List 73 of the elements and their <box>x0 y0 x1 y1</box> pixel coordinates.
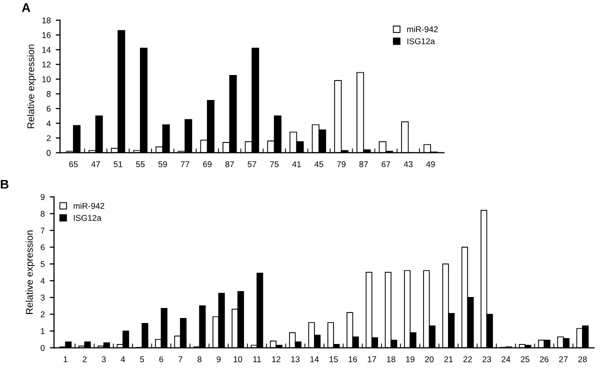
x-tick-label: 47 <box>91 161 100 168</box>
y-tick-label: 18 <box>42 17 51 24</box>
x-tick-label: 79 <box>337 161 346 168</box>
y-tick-label: 10 <box>42 76 51 82</box>
x-tick-label: 77 <box>180 161 190 168</box>
x-tick-label: 24 <box>502 356 510 362</box>
x-tick-label: 69 <box>203 161 212 168</box>
x-tick-label: 49 <box>426 161 435 168</box>
x-tick-label: 21 <box>444 356 453 362</box>
x-tick-label: 11 <box>253 356 261 362</box>
legend-label: ISG12a <box>74 214 102 221</box>
x-tick-label: 55 <box>136 161 145 168</box>
y-tick-label: 1 <box>40 328 45 334</box>
x-tick-label: 16 <box>348 356 357 362</box>
x-tick-label: 4 <box>120 356 126 362</box>
y-axis-title: Relative expression <box>26 230 35 314</box>
x-tick-label: 23 <box>482 356 492 362</box>
legend-label: ISG12a <box>407 38 435 44</box>
x-tick-label: 87 <box>225 161 234 168</box>
x-tick-label: 45 <box>314 161 324 168</box>
y-tick-label: 3 <box>40 294 45 301</box>
x-tick-label: 22 <box>463 356 472 362</box>
x-tick-label: 12 <box>272 356 280 362</box>
y-tick-label: 2 <box>40 311 45 318</box>
x-tick-label: 5 <box>140 356 144 362</box>
x-tick-label: 9 <box>216 356 221 362</box>
x-tick-label: 59 <box>158 161 167 168</box>
y-tick-label: 8 <box>46 91 51 97</box>
y-tick-label: 2 <box>46 135 51 142</box>
y-tick-label: 7 <box>40 228 45 234</box>
x-tick-label: 41 <box>292 161 301 168</box>
x-tick-label: 26 <box>540 356 548 362</box>
y-tick-label: 12 <box>42 62 51 68</box>
x-tick-label: 2 <box>82 356 87 362</box>
chart-title: B <box>0 180 8 189</box>
x-tick-label: 20 <box>425 356 434 362</box>
y-tick-label: 5 <box>40 261 45 268</box>
x-tick-label: 67 <box>382 161 390 168</box>
x-tick-label: 19 <box>406 356 414 362</box>
x-tick-label: 18 <box>387 356 396 362</box>
y-axis-title: Relative expression <box>27 44 36 128</box>
y-tick-label: 6 <box>46 106 51 112</box>
y-tick-label: 0 <box>46 150 51 156</box>
x-tick-label: 87 <box>359 161 368 168</box>
x-tick-label: 43 <box>404 161 413 168</box>
y-tick-label: 4 <box>40 278 45 284</box>
legend-label: miR-942 <box>74 202 104 209</box>
x-tick-label: 7 <box>178 356 182 362</box>
x-tick-label: 57 <box>248 161 256 168</box>
chart-title: A <box>22 3 30 12</box>
x-tick-label: 27 <box>559 356 568 362</box>
legend-label: miR-942 <box>407 26 438 32</box>
y-tick-label: 8 <box>40 210 45 217</box>
y-tick-label: 4 <box>46 120 51 126</box>
x-tick-label: 51 <box>114 161 122 168</box>
y-tick-label: 0 <box>40 344 45 351</box>
x-tick-label: 65 <box>69 161 78 168</box>
y-tick-label: 9 <box>40 194 45 200</box>
x-tick-label: 10 <box>234 356 242 362</box>
x-tick-label: 28 <box>578 356 587 362</box>
x-tick-label: 13 <box>291 356 300 362</box>
x-tick-label: 25 <box>520 356 530 362</box>
x-tick-label: 6 <box>159 356 164 362</box>
y-tick-label: 14 <box>42 46 51 53</box>
x-tick-label: 14 <box>310 356 319 362</box>
x-tick-label: 1 <box>64 356 68 362</box>
y-tick-label: 6 <box>40 244 45 250</box>
x-tick-label: 15 <box>330 356 338 362</box>
x-tick-label: 3 <box>102 356 106 362</box>
x-tick-label: 75 <box>270 161 279 168</box>
y-tick-label: 16 <box>42 32 51 38</box>
x-tick-label: 8 <box>198 356 202 362</box>
x-tick-label: 17 <box>368 356 376 362</box>
